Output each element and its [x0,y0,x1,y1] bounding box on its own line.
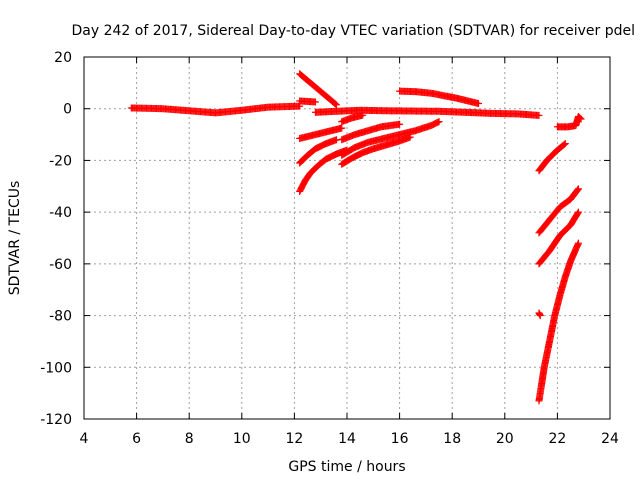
data-point [574,208,582,216]
data-point [576,114,584,122]
x-tick-label: 24 [601,431,619,447]
data-points [127,70,585,405]
data-point [475,100,482,108]
data-point [574,209,582,217]
y-tick-label: 0 [63,102,72,118]
y-tick-label: -20 [49,153,72,169]
x-tick-label: 12 [285,431,303,447]
x-axis-title: GPS time / hours [288,459,405,475]
data-point [435,118,443,126]
y-axis-title: SDTVAR / TECUs [7,181,23,296]
data-point [332,101,340,109]
data-point [359,111,367,119]
y-tick-label: -80 [49,309,72,325]
data-point [406,133,414,141]
data-point [577,115,585,123]
data-point [574,186,582,194]
x-tick-label: 8 [185,431,194,447]
data-point [574,185,582,193]
x-tick-label: 14 [338,431,356,447]
x-tick-label: 6 [132,431,141,447]
x-tick-label: 22 [548,431,566,447]
data-point [574,239,582,247]
axis-ticks [83,56,611,420]
data-point [535,111,543,119]
data-point [396,120,404,128]
x-tick-label: 16 [391,431,409,447]
y-tick-label: -120 [40,412,72,428]
chart-title: Day 242 of 2017, Sidereal Day-to-day VTE… [72,23,636,39]
data-point [338,124,346,132]
y-tick-label: 20 [54,50,72,66]
data-point [561,140,569,148]
data-point [536,312,544,320]
x-tick-label: 18 [443,431,461,447]
y-tick-label: -100 [40,360,72,376]
x-tick-labels: 4 6 8 10 12 14 16 18 20 22 24 [80,431,619,447]
data-point [311,98,319,106]
data-point [560,140,568,148]
data-point [332,100,340,108]
y-tick-label: -60 [49,257,72,273]
x-tick-label: 10 [233,431,251,447]
x-tick-label: 4 [80,431,89,447]
y-tick-labels: -120 -100 -80 -60 -40 -20 0 20 [40,50,72,428]
x-tick-label: 20 [496,431,514,447]
y-tick-label: -40 [49,205,72,221]
